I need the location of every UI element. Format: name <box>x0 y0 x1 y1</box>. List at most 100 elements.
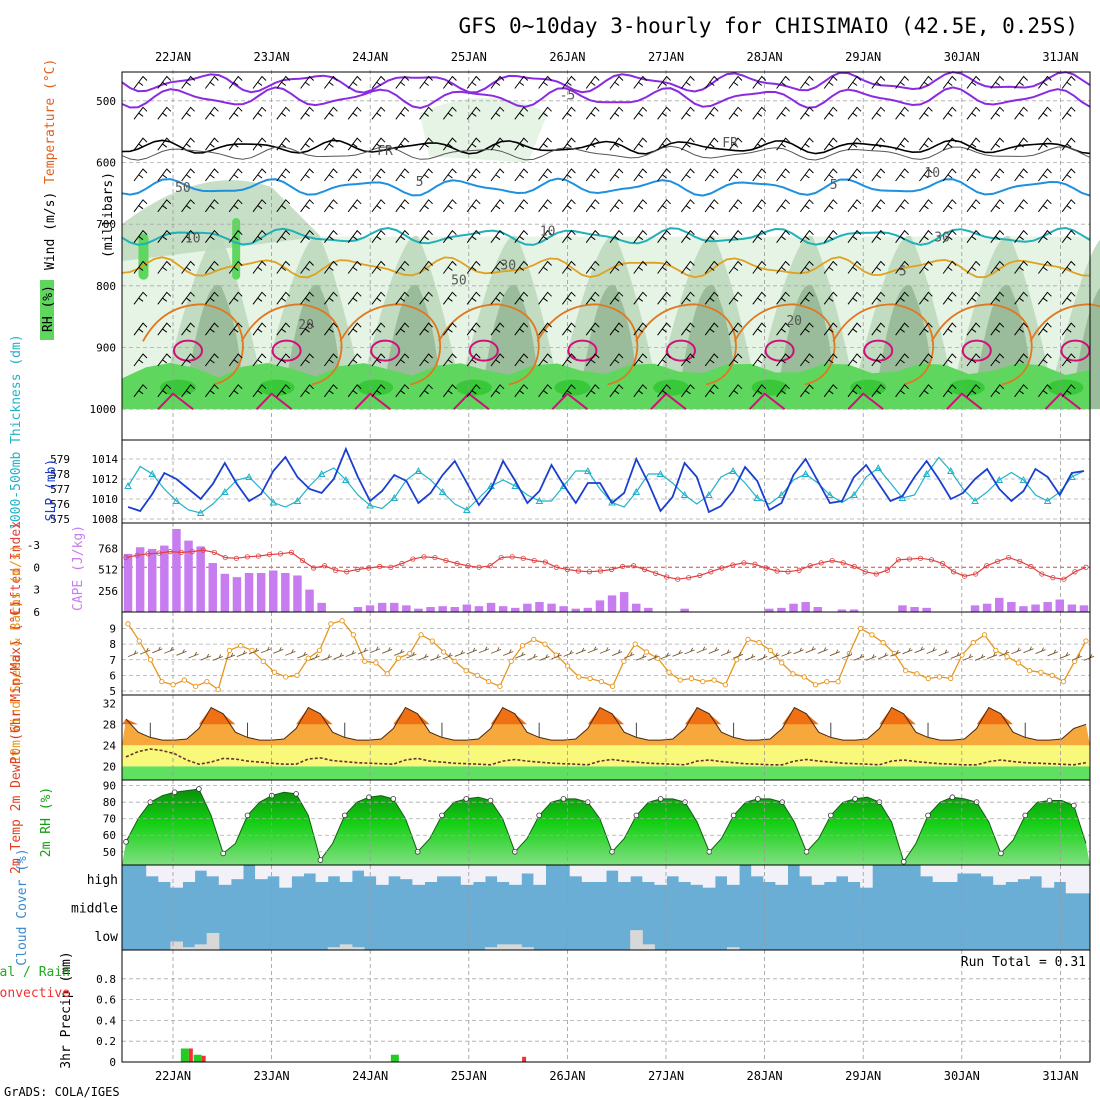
rh-blob <box>357 379 394 396</box>
side-label-rh: RH (%) <box>41 285 56 332</box>
y-tick-label: 500 <box>96 95 116 108</box>
li-point <box>134 552 140 558</box>
cloud-low-bar <box>727 947 740 950</box>
wind-barb <box>443 353 457 367</box>
wind-barb <box>276 260 291 274</box>
wind-barb <box>273 647 284 654</box>
wind-barb <box>847 75 862 89</box>
wind-barb <box>297 651 308 659</box>
contour-label: 5 <box>830 178 838 193</box>
wind-barb <box>562 260 576 274</box>
li-point <box>664 574 670 580</box>
cloud-gap-high <box>146 865 159 877</box>
wind-barb <box>633 137 648 151</box>
rh-point <box>949 794 956 801</box>
wind-barb <box>823 260 838 274</box>
wind-barb <box>585 75 600 89</box>
slp-ylabel-left: 1000-500mb Thickness (dm) <box>9 334 24 530</box>
wind-barb <box>276 384 291 398</box>
date-label-top: 24JAN <box>352 50 388 64</box>
li-point <box>410 556 416 562</box>
cape-bar <box>208 563 217 612</box>
wind-barb <box>681 75 695 89</box>
temp-contour-25-low <box>946 392 983 410</box>
wind-barb <box>752 322 767 336</box>
wind-barb <box>599 647 611 654</box>
wind-barb <box>443 322 457 336</box>
wind-barb <box>562 229 576 243</box>
wind-speed-point <box>407 650 413 657</box>
wind-barb <box>720 649 732 657</box>
wind-barb <box>847 168 862 182</box>
wind-barb <box>1014 106 1028 120</box>
wind-barb <box>181 353 195 367</box>
rh-blob <box>751 379 788 396</box>
li-point <box>200 547 206 553</box>
temp-contour-20 <box>339 303 442 386</box>
wind-barb <box>926 647 937 654</box>
date-label-bottom: 30JAN <box>944 1069 980 1083</box>
y-tick-label: 6 <box>109 669 116 682</box>
cloud-gap-high <box>364 865 377 877</box>
cloud-gap-high <box>1005 865 1018 882</box>
wind-barb <box>1061 75 1076 89</box>
wind-barb <box>704 168 719 182</box>
wind-speed-point <box>136 638 142 644</box>
rh-point <box>463 796 470 802</box>
temp-line <box>125 706 1087 741</box>
y-tick-left: 6 <box>33 606 40 619</box>
contour-label: 5 <box>899 264 907 279</box>
cape-bar <box>135 547 145 612</box>
wind-barb <box>704 137 719 151</box>
wind-barb <box>847 384 862 398</box>
wind-barb <box>776 322 790 336</box>
thickness-point <box>777 490 786 498</box>
li-point <box>619 563 626 570</box>
wind-barb <box>252 260 267 274</box>
wind-barb <box>633 229 648 243</box>
wind-barb <box>681 106 695 120</box>
wind-barb <box>990 229 1005 243</box>
wind-barb <box>681 384 695 398</box>
wind-speed-point <box>226 647 233 654</box>
wind-barb <box>847 106 862 120</box>
wind-barb <box>1061 384 1076 398</box>
date-label-bottom: 27JAN <box>648 1069 684 1083</box>
date-label-top: 23JAN <box>254 50 290 64</box>
cape-bar <box>571 608 580 612</box>
wind-barb <box>633 384 648 398</box>
wind-barb <box>224 652 236 660</box>
li-point <box>255 553 262 559</box>
cape-bar <box>232 577 242 612</box>
wind-barb <box>871 168 886 182</box>
wind-barb <box>744 653 756 661</box>
date-label-bottom: 26JAN <box>549 1069 585 1083</box>
wind-barb <box>406 651 417 659</box>
li-point <box>741 560 747 566</box>
wind-barb <box>609 106 624 120</box>
wind-barb <box>181 199 195 213</box>
wind-speed-point <box>147 657 154 663</box>
wind-barb <box>300 322 314 336</box>
li-point <box>310 565 317 571</box>
li-point <box>653 570 659 576</box>
y-tick-right: 1010 <box>92 493 119 506</box>
rh-point <box>171 789 178 796</box>
wind-barb <box>1038 260 1052 274</box>
cape-bar <box>269 570 278 612</box>
wind-barb <box>466 647 478 655</box>
wind-barb <box>285 649 296 656</box>
li-ylabel: Lifted Index <box>9 521 24 615</box>
wind-barb <box>757 654 768 661</box>
wind-barb <box>562 199 576 213</box>
wind-barb <box>419 260 433 274</box>
wind-barb <box>181 106 195 120</box>
wind-barb <box>752 137 767 151</box>
cloud-gap-high <box>932 865 946 882</box>
rh-point <box>341 812 348 819</box>
wind-barb <box>1035 647 1046 654</box>
wind-barb <box>188 651 199 659</box>
precip-bar-convective <box>201 1055 206 1062</box>
li-point <box>465 563 471 569</box>
li-point <box>531 557 537 564</box>
